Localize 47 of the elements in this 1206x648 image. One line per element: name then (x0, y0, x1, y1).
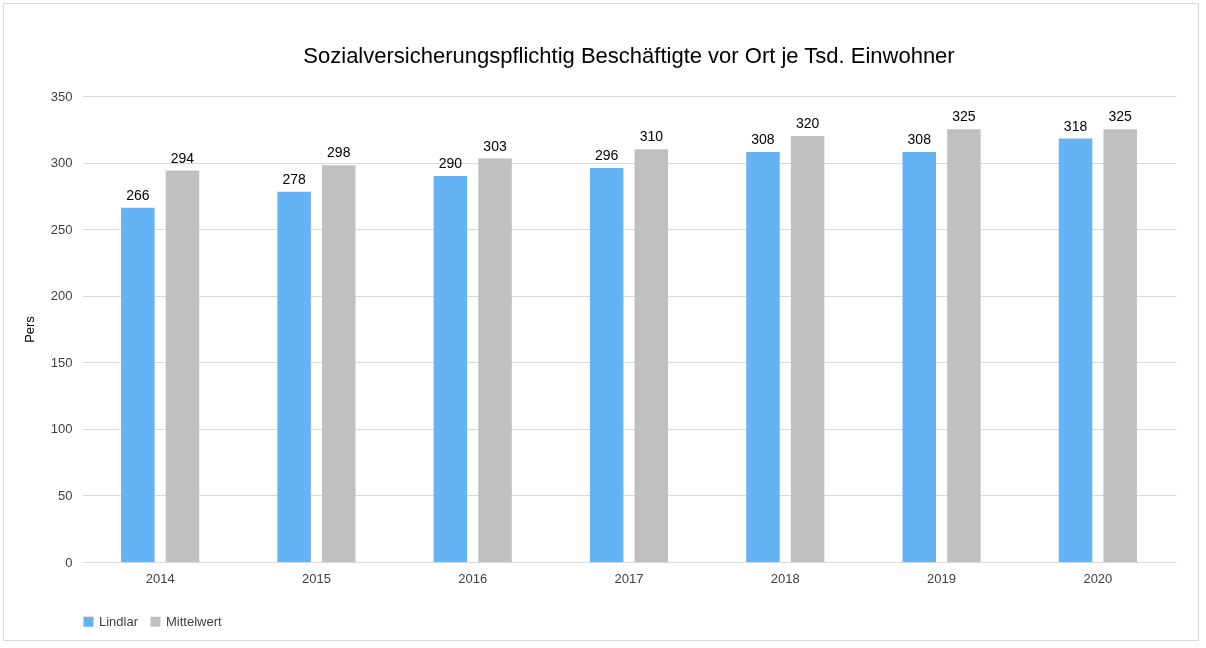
x-tick-label: 2015 (301, 570, 331, 586)
y-axis-title: Pers (21, 315, 37, 343)
bar (165, 170, 200, 562)
bar (746, 151, 780, 562)
data-label: 294 (170, 149, 195, 166)
y-tick-label: 100 (50, 421, 73, 437)
x-tick-label: 2016 (458, 570, 488, 586)
y-tick-label: 0 (65, 554, 73, 570)
x-tick-label: 2019 (927, 570, 957, 586)
bar (277, 191, 311, 562)
data-label: 310 (639, 128, 664, 145)
data-label: 298 (327, 144, 351, 161)
data-label: 325 (1108, 108, 1133, 125)
data-label: 325 (952, 108, 976, 125)
y-tick-label: 200 (50, 288, 73, 304)
y-tick-label: 50 (58, 487, 73, 503)
data-label: 303 (483, 137, 507, 154)
data-label: 278 (282, 170, 306, 187)
bar (1103, 129, 1137, 562)
y-tick-label: 350 (50, 88, 73, 104)
x-tick-label: 2017 (614, 570, 644, 586)
data-label: 318 (1063, 117, 1088, 134)
bar (634, 149, 669, 562)
bar (902, 151, 936, 562)
data-label: 308 (751, 130, 775, 147)
bar (790, 135, 825, 562)
x-tick-label: 2020 (1083, 570, 1113, 586)
legend-label: Mittelwert (166, 613, 223, 629)
bar (478, 158, 512, 562)
bar (322, 165, 356, 562)
y-tick-label: 250 (50, 221, 73, 237)
x-tick-label: 2018 (770, 570, 800, 586)
y-tick-label: 300 (50, 155, 73, 171)
data-label: 320 (795, 114, 820, 131)
data-label: 290 (438, 154, 463, 171)
legend-label: Lindlar (99, 613, 139, 629)
x-tick-label: 2014 (145, 570, 175, 586)
chart-title: Sozialversicherungspflichtig Beschäftigte vor Ort je Tsd. Einwohner (303, 43, 955, 68)
bar (433, 175, 468, 562)
data-label: 308 (907, 130, 932, 147)
data-label: 266 (126, 186, 150, 203)
bar (1058, 138, 1093, 562)
data-label: 296 (594, 146, 619, 163)
y-tick-label: 150 (50, 354, 73, 370)
bar (947, 129, 981, 562)
bar (589, 167, 624, 562)
bar (121, 207, 155, 562)
